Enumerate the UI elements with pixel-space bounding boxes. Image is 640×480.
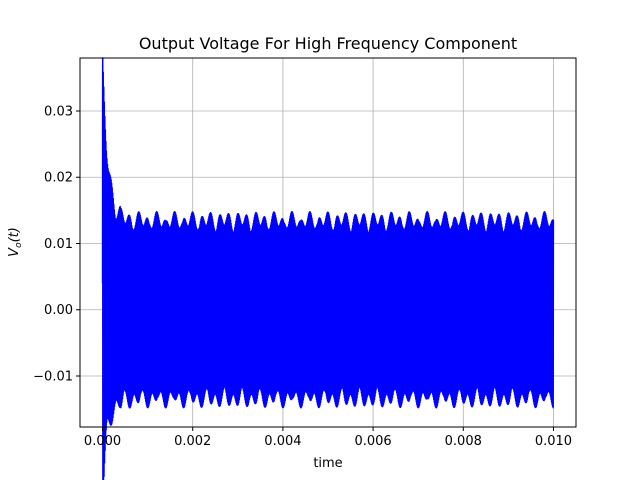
axes-frame [79,57,577,428]
y-axis-label-main: V [7,247,22,257]
x-tick-label: 0.008 [445,434,482,449]
y-axis-label: Vo(t) [7,227,24,257]
plot-area [101,57,555,480]
y-axis-label-arg: (t) [7,227,22,242]
x-tick-label: 0.002 [174,434,211,449]
y-tick-label: 0.02 [44,171,73,186]
y-tick-label: 0.01 [44,237,73,252]
x-axis-label: time [313,456,342,471]
chart-title: Output Voltage For High Frequency Compon… [139,34,517,53]
y-tick-label: 0.03 [44,104,73,119]
y-tick-label: 0.00 [44,303,73,318]
x-tick-label: 0.000 [84,434,121,449]
x-tick-label: 0.010 [535,434,572,449]
series-line [101,57,555,480]
y-tick-label: −0.01 [33,369,73,384]
x-tick-label: 0.004 [264,434,301,449]
ticks: 0.000 0.002 0.004 0.006 0.008 0.010 −0.01 0.00 0… [33,104,572,449]
y-axis-label-sub: o [14,242,24,248]
x-tick-label: 0.006 [354,434,391,449]
